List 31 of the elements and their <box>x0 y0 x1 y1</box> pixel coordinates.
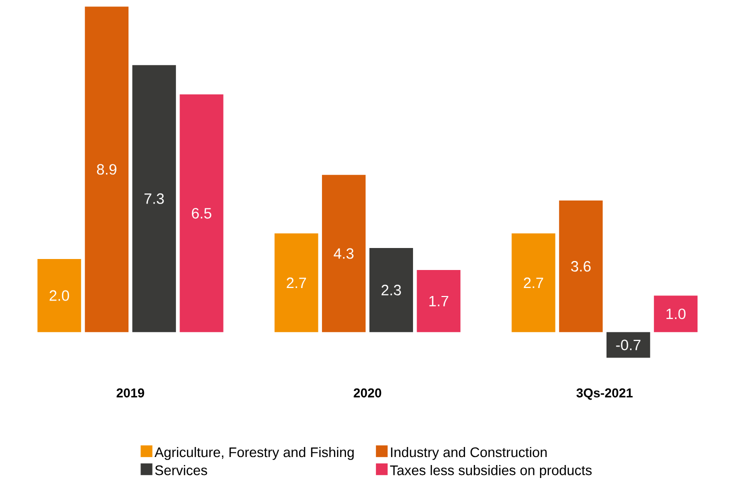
legend-label: Agriculture, Forestry and Fishing <box>154 447 354 460</box>
data-label: 2.3 <box>382 284 401 296</box>
bar <box>274 233 318 332</box>
data-label: 1.7 <box>429 296 448 306</box>
bar <box>654 296 698 332</box>
x-tick-label: 2020 <box>354 388 382 398</box>
data-label: 2.0 <box>50 290 70 301</box>
bar <box>84 6 129 332</box>
data-label: 1.0 <box>666 308 686 320</box>
legend-label: Industry and Construction <box>391 447 547 460</box>
bar <box>322 174 366 332</box>
bar <box>559 200 603 332</box>
legend-label: Taxes less subsidies on products <box>390 465 592 478</box>
x-tick-label: 3Qs-2021 <box>576 388 633 400</box>
data-label: -0.7 <box>616 340 640 350</box>
bar <box>512 233 556 332</box>
bar <box>37 259 82 332</box>
data-label: 4.3 <box>334 248 354 259</box>
data-label: 2.7 <box>524 278 544 288</box>
bar <box>606 332 650 358</box>
bar <box>132 65 176 332</box>
data-label: 3.6 <box>571 261 591 272</box>
data-label: 2.7 <box>286 278 306 288</box>
bar <box>180 94 224 332</box>
x-tick-label: 2019 <box>116 388 144 398</box>
bar <box>369 248 414 332</box>
data-label: 8.9 <box>96 164 116 175</box>
data-label: 7.3 <box>144 193 164 204</box>
data-label: 6.5 <box>192 208 212 219</box>
bar <box>416 270 460 332</box>
legend-label: Services <box>155 465 208 476</box>
